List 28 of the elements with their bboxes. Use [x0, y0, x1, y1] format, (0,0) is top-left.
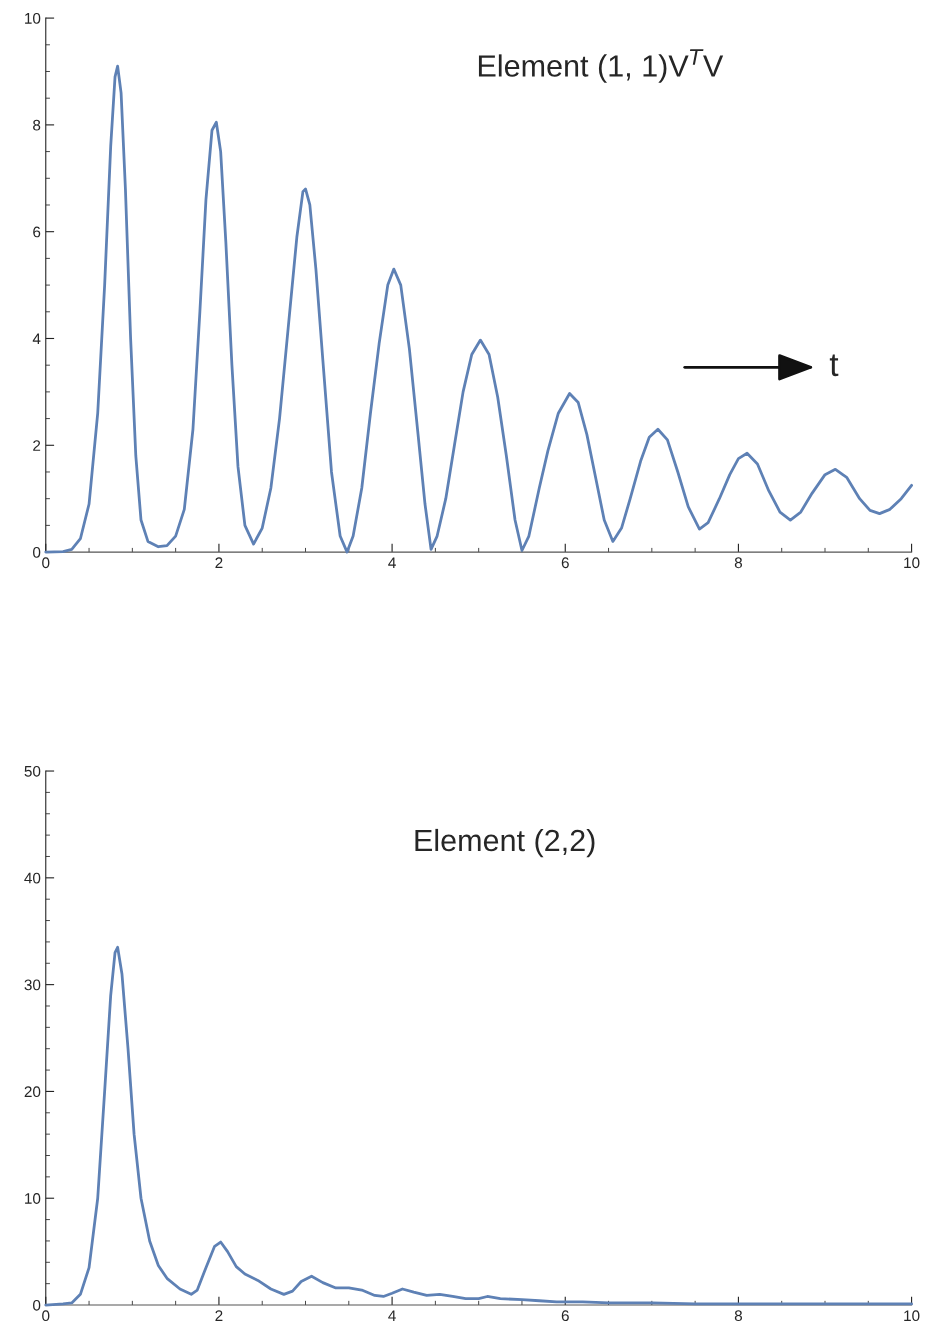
text: Element (1, 1)V$^{T}$V	[478, 49, 724, 83]
x-tick-label: 4	[388, 1310, 396, 1321]
text: Element (2,2)	[415, 828, 595, 858]
y-tick-label: 0	[33, 546, 41, 558]
x-tick-label: 8	[734, 557, 742, 569]
x-tick-label: 10	[904, 1310, 920, 1322]
x-tick-label: 6	[561, 1310, 569, 1322]
x-tick-label: 2	[215, 557, 223, 569]
x-tick-label: 0	[42, 1310, 50, 1322]
x-tick-label: 2	[215, 1310, 223, 1321]
annotation: t	[829, 354, 839, 377]
x-tick-label: 4	[388, 557, 396, 569]
y-tick-label: 10	[25, 1193, 41, 1204]
y-tick-label: 40	[24, 872, 41, 884]
line-series	[44, 945, 913, 1307]
x-tick-label: 8	[734, 1310, 742, 1322]
x-tick-label: 6	[561, 557, 569, 569]
y-tick-label: 10	[25, 12, 41, 24]
y-tick-label: 6	[33, 226, 41, 238]
y-tick-label: 20	[24, 1086, 41, 1098]
y-tick-label: 2	[33, 440, 41, 451]
x-tick-label: 10	[904, 557, 920, 569]
x-tick-label: 0	[42, 557, 50, 569]
y-tick-label: 30	[24, 979, 41, 991]
y-tick-label: 8	[33, 119, 41, 131]
y-tick-label: 0	[33, 1299, 41, 1311]
y-tick-label: 4	[32, 333, 41, 345]
y-tick-label: 50	[24, 765, 41, 777]
